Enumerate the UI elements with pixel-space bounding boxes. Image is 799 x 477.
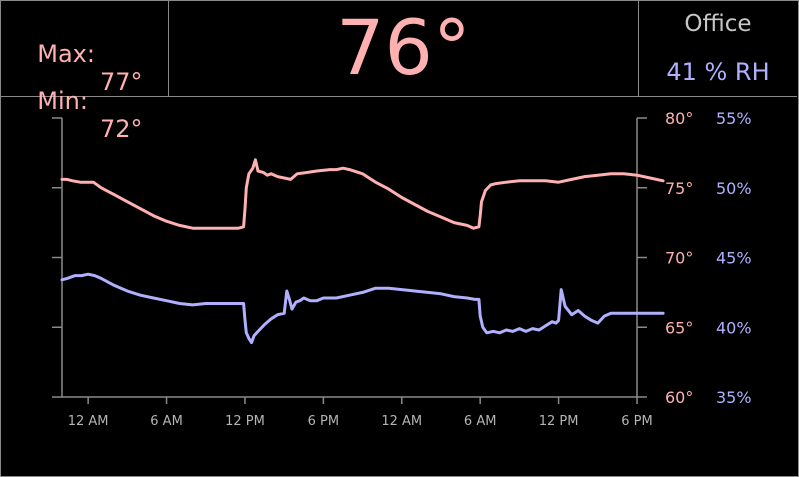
- temp-axis-label: 80°: [665, 109, 693, 128]
- max-temp-value: 77°: [100, 68, 143, 96]
- current-humidity: 41 % RH: [666, 58, 770, 86]
- humidity-axis-label: 45%: [716, 249, 752, 268]
- temp-axis-label: 65°: [665, 318, 693, 337]
- temp-axis-label: 70°: [665, 249, 693, 268]
- x-tick-label: 6 AM: [464, 414, 497, 429]
- current-temperature: 76°: [336, 3, 471, 92]
- humidity-axis-label: 35%: [716, 388, 752, 407]
- min-temp-label: Min:: [37, 87, 88, 115]
- room-name: Office: [684, 11, 752, 37]
- x-tick-label: 6 PM: [621, 414, 652, 429]
- humidity-axis-label: 40%: [716, 318, 752, 337]
- header-divider: [0, 96, 797, 97]
- min-temp-value: 72°: [100, 115, 143, 143]
- header-divider-left: [168, 0, 169, 96]
- humidity-series-line: [60, 272, 665, 345]
- humidity-axis-label: 55%: [716, 109, 752, 128]
- x-tick-label: 6 PM: [308, 414, 339, 429]
- x-tick-label: 12 PM: [225, 414, 265, 429]
- humidity-axis-label: 50%: [716, 179, 752, 198]
- max-temp-stat: Max: 77°: [22, 12, 142, 96]
- x-tick-label: 12 AM: [68, 414, 109, 429]
- temp-axis-label: 60°: [665, 388, 693, 407]
- max-temp-label: Max:: [37, 40, 95, 68]
- temp-axis-label: 75°: [665, 179, 693, 198]
- x-tick-label: 12 PM: [539, 414, 579, 429]
- x-tick-label: 6 AM: [150, 414, 183, 429]
- header-divider-right: [638, 0, 639, 96]
- min-temp-stat: Min: 72°: [22, 59, 142, 143]
- x-tick-label: 12 AM: [381, 414, 422, 429]
- temperature-series-line: [60, 158, 665, 230]
